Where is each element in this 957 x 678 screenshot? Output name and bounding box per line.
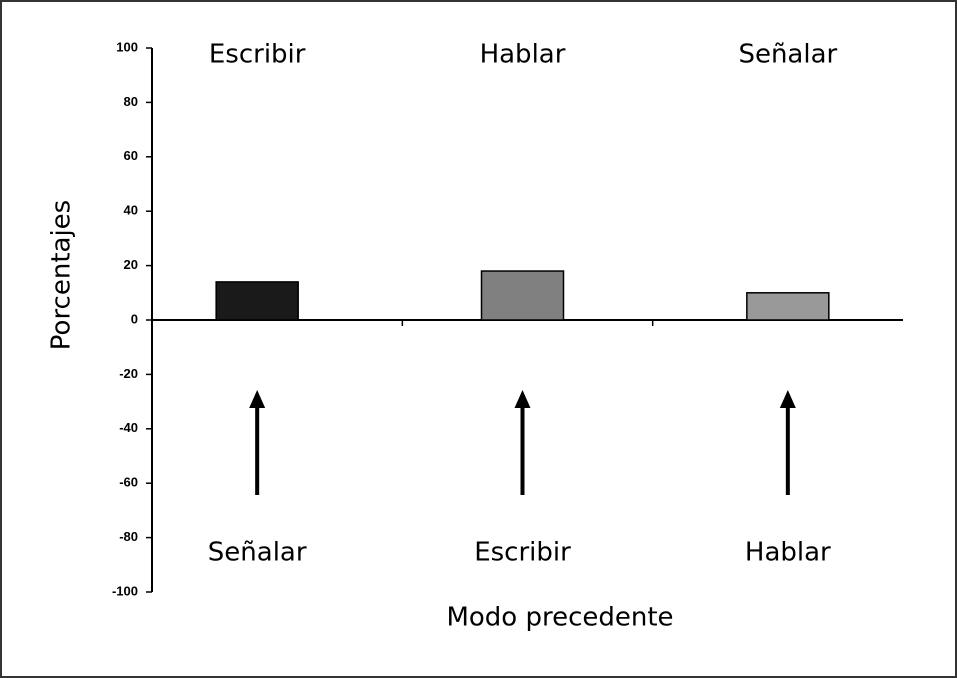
y-tick-label: -40	[119, 420, 138, 435]
y-tick-label: 80	[124, 94, 138, 109]
bar	[746, 292, 830, 321]
precedent-label: Hablar	[745, 538, 831, 568]
y-tick-label: 20	[124, 257, 138, 272]
y-tick-label: 0	[131, 311, 138, 326]
category-label: Escribir	[209, 40, 306, 70]
bar	[215, 281, 299, 321]
precedent-label: Señalar	[208, 538, 307, 568]
x-axis-title: Modo precedente	[446, 603, 673, 633]
y-tick-label: -20	[119, 366, 138, 381]
y-tick-label: -80	[119, 529, 138, 544]
y-tick-label: 100	[116, 39, 138, 54]
y-tick-label: -100	[112, 583, 138, 598]
bar	[480, 270, 565, 321]
category-label: Hablar	[480, 40, 566, 70]
y-tick-label: 40	[124, 203, 138, 218]
arrow-head	[514, 390, 531, 408]
y-tick-label: 60	[124, 148, 138, 163]
y-tick-label: -60	[119, 475, 138, 490]
arrow-head	[249, 390, 266, 408]
category-label: Señalar	[738, 40, 837, 70]
y-axis-title: Porcentajes	[47, 200, 77, 350]
precedent-label: Escribir	[474, 538, 571, 568]
arrow-head	[779, 390, 796, 408]
